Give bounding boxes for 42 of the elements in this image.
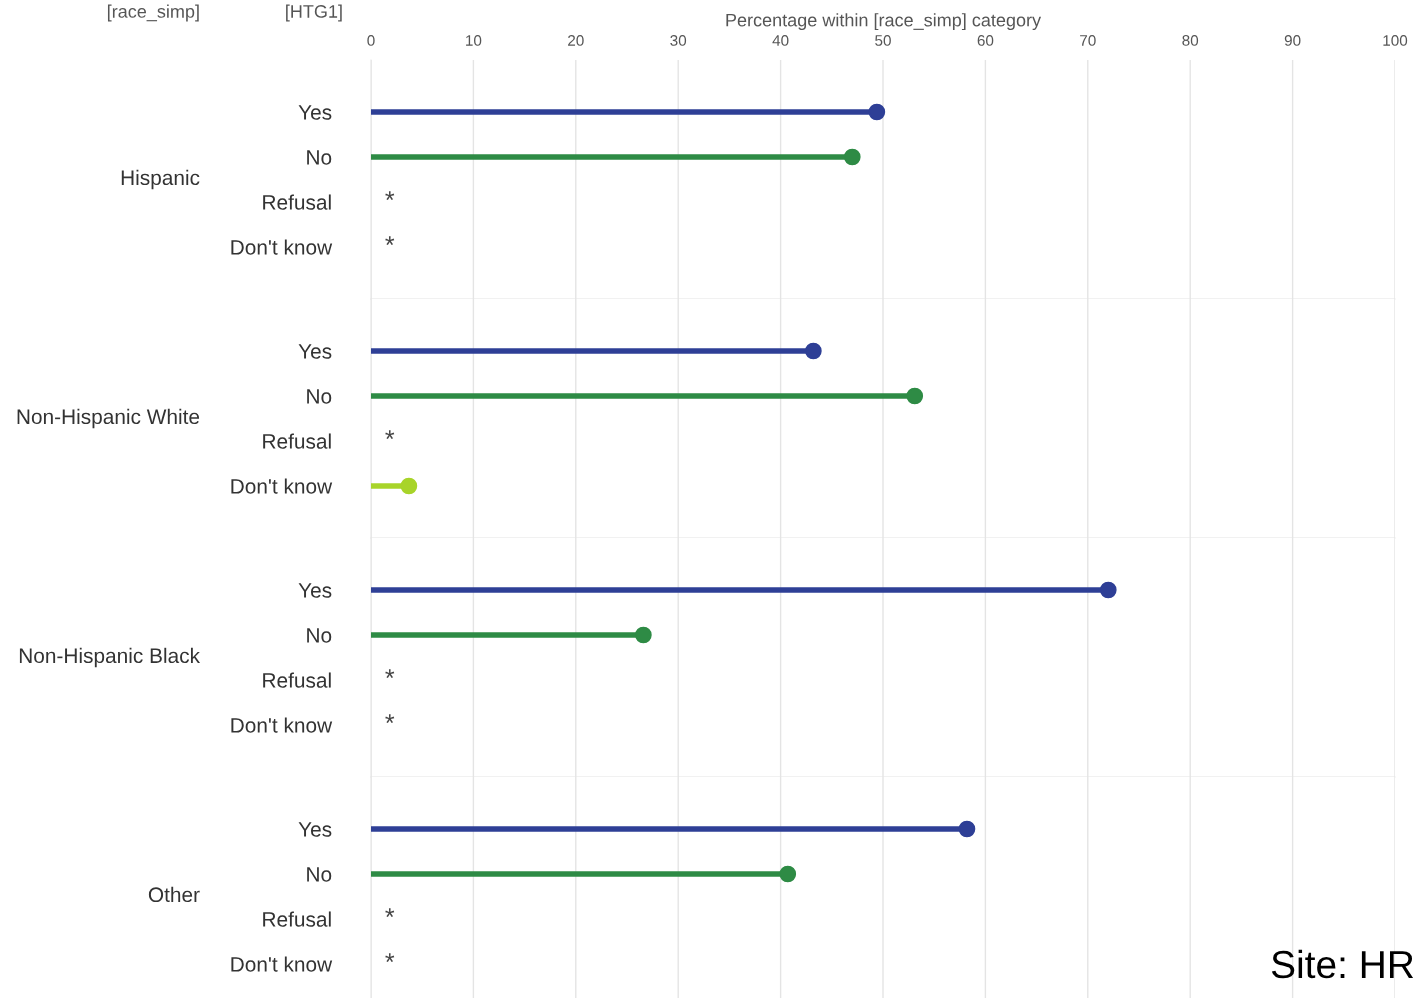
x-tick-label: 80 <box>1182 35 1199 46</box>
y-tick-label: Refusal <box>263 911 331 927</box>
y-tick-label: No <box>307 867 332 882</box>
text: [HTG1] <box>286 4 342 22</box>
y-tick-label: Refusal <box>263 194 331 210</box>
y-tick-label: No <box>307 150 332 165</box>
y-tick-label: Don't know <box>231 717 333 733</box>
x-tick-label: 60 <box>977 35 994 46</box>
text: * <box>385 430 395 440</box>
x-tick-label: 50 <box>875 35 891 46</box>
text: * <box>385 714 395 724</box>
text: * <box>385 908 395 918</box>
text: Hispanic <box>121 169 200 190</box>
text: Non-Hispanic Black <box>19 647 201 668</box>
y-tick-label: No <box>307 628 332 643</box>
x-tick-label: 20 <box>568 35 584 46</box>
y-tick-label: Don't know <box>231 478 333 494</box>
x-tick-label: 40 <box>772 35 789 46</box>
text: * <box>385 236 395 246</box>
y-tick-label: Yes <box>298 822 332 837</box>
y-tick-label: Yes <box>298 105 332 120</box>
x-tick-label: 90 <box>1284 35 1301 46</box>
annotation: Site: HR <box>1271 949 1414 979</box>
x-tick-label: 100 <box>1383 35 1408 46</box>
y-tick-label: No <box>307 389 332 404</box>
text: Non-Hispanic White <box>17 408 200 429</box>
y-tick-label: Refusal <box>263 672 331 688</box>
x-axis-title: Percentage within [race_simp] category <box>726 13 1042 31</box>
y-tick-label: Yes <box>298 583 332 598</box>
x-tick-label: 70 <box>1080 35 1096 46</box>
y-tick-label: Refusal <box>263 433 331 449</box>
x-tick-label: 30 <box>670 35 687 46</box>
text: [race_simp] <box>107 4 199 22</box>
y-tick-label: Don't know <box>231 239 333 255</box>
x-tick-label: 10 <box>466 35 482 46</box>
y-tick-label: Yes <box>298 344 332 359</box>
text: * <box>385 669 395 679</box>
text: Other <box>148 886 200 903</box>
x-tick-label: 0 <box>367 35 375 46</box>
text: * <box>385 191 395 201</box>
text: * <box>385 953 395 963</box>
y-tick-label: Don't know <box>231 956 333 972</box>
